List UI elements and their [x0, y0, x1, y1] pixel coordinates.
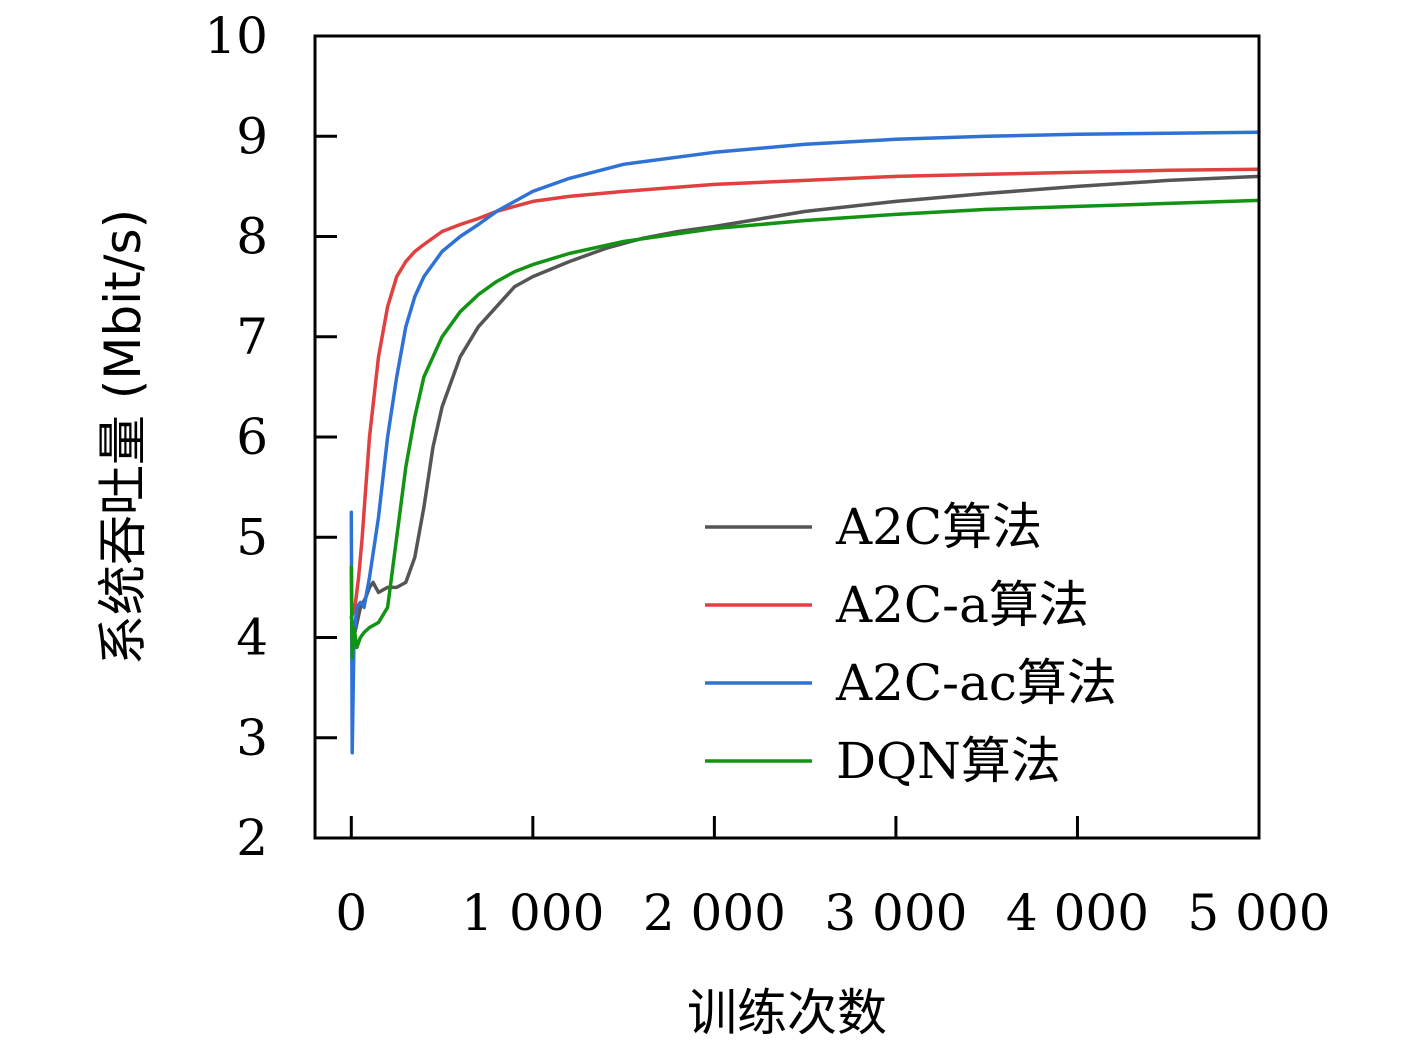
legend-label: A2C-a算法: [835, 576, 1089, 634]
tick-layer: 0 1 000 2 000 3 000 4 000 5 000 2 3 4 5 6 7 8 9 10: [204, 7, 1330, 942]
y-tick-label: 10: [204, 7, 268, 65]
y-tick-label: 2: [236, 809, 268, 867]
y-tick-label: 3: [236, 709, 268, 767]
legend: A2C算法 A2C-a算法 A2C-ac算法 DQN算法: [705, 498, 1117, 790]
x-axis-title: 训练次数: [687, 984, 887, 1042]
series-line-3: [349, 130, 1261, 755]
plot-frame: [313, 34, 1261, 840]
series-line-2: [349, 167, 1261, 620]
y-axis-title: 系统吞吐量 (Mbit/s): [94, 209, 152, 665]
legend-label: A2C-ac算法: [835, 654, 1117, 712]
legend-label: DQN算法: [836, 732, 1061, 790]
y-tick-label: 8: [236, 208, 268, 266]
y-tick-label: 4: [236, 609, 268, 667]
x-tick-label: 0: [335, 884, 367, 942]
y-tick-label: 5: [236, 508, 268, 566]
x-tick-label: 1 000: [461, 884, 604, 942]
x-tick-label: 2 000: [643, 884, 786, 942]
series-line-1: [349, 174, 1261, 635]
series-layer: [349, 130, 1261, 755]
x-tick-label: 4 000: [1006, 884, 1149, 942]
y-tick-label: 6: [236, 408, 268, 466]
x-tick-label: 3 000: [824, 884, 967, 942]
y-tick-label: 7: [236, 308, 268, 366]
y-tick-label: 9: [236, 107, 268, 165]
x-tick-label: 5 000: [1187, 884, 1330, 942]
series-line-4: [349, 198, 1261, 660]
legend-label: A2C算法: [835, 498, 1042, 556]
